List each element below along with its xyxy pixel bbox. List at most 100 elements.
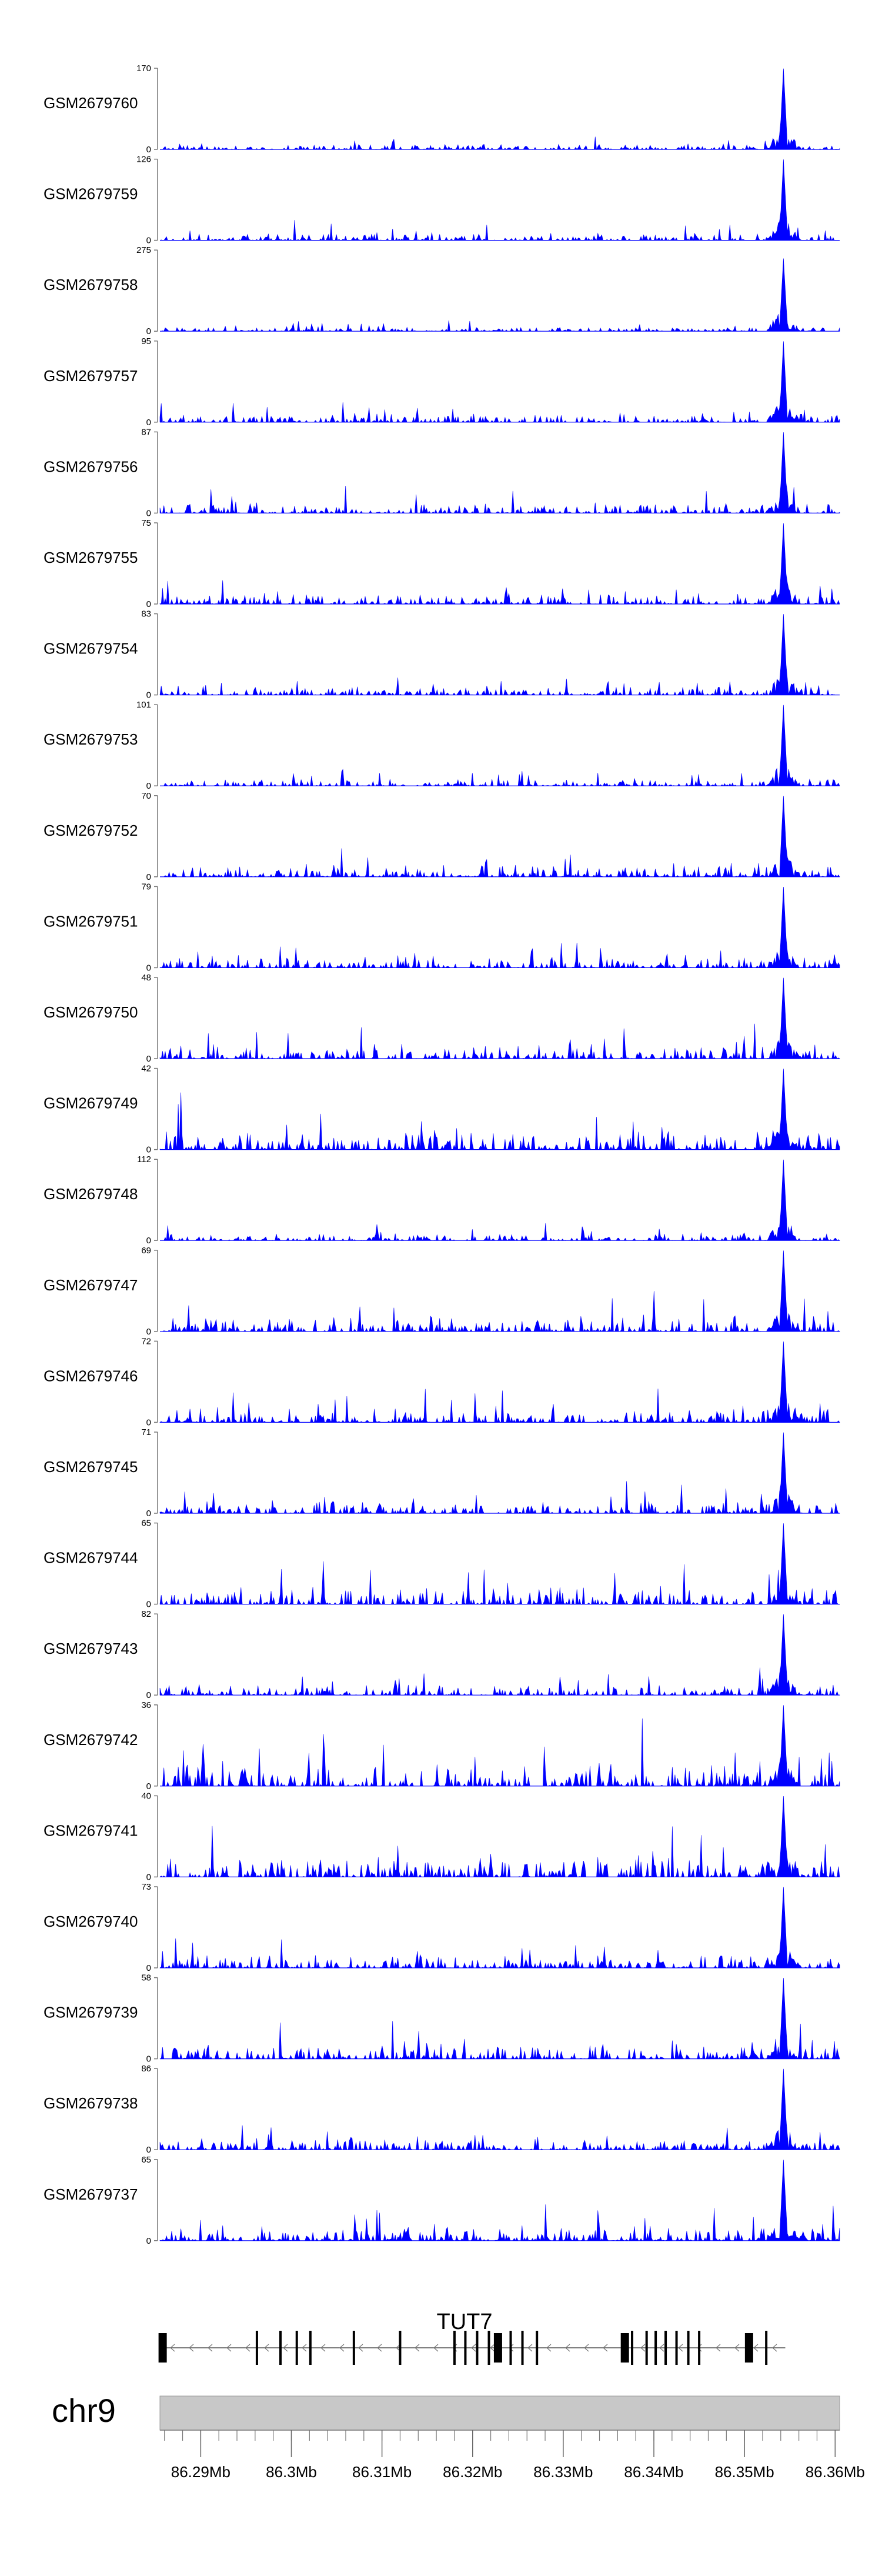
coverage-area [160, 1159, 840, 1242]
y-axis-max-label: 40 [141, 1791, 151, 1801]
strand-arrow [753, 2344, 759, 2352]
gene-exon [687, 2331, 690, 2365]
strand-arrow [339, 2344, 345, 2352]
y-axis-min-label: 0 [146, 508, 151, 518]
strand-arrow [716, 2344, 721, 2352]
track-sample-label: GSM2679757 [44, 367, 138, 385]
strand-arrow [734, 2344, 740, 2352]
track-GSM2679747: GSM2679747 69 0 [44, 1246, 841, 1337]
y-axis-max-label: 65 [141, 1519, 151, 1529]
y-axis-max-label: 101 [136, 700, 151, 710]
gene-exon [453, 2331, 456, 2365]
strand-arrow [678, 2344, 683, 2352]
track-GSM2679757: GSM2679757 95 0 [44, 336, 840, 428]
y-axis-max-label: 58 [141, 1973, 151, 1983]
strand-arrow [772, 2344, 777, 2352]
gene-exon [664, 2331, 667, 2365]
track-sample-label: GSM2679744 [44, 1549, 138, 1567]
coverage-area [159, 1614, 840, 1696]
y-axis-max-label: 71 [141, 1427, 151, 1437]
y-axis-min-label: 0 [146, 781, 151, 791]
y-axis-max-label: 70 [141, 791, 151, 801]
strand-arrow [659, 2344, 664, 2352]
coverage-area [159, 2160, 840, 2241]
y-axis-max-label: 86 [141, 2064, 151, 2074]
y-axis-min-label: 0 [146, 1054, 151, 1064]
track-sample-label: GSM2679739 [44, 2004, 138, 2021]
gene-label: TUT7 [437, 2310, 493, 2334]
coverage-area [159, 1069, 840, 1150]
gene-exon [255, 2331, 258, 2365]
gene-exon [158, 2333, 167, 2363]
strand-arrow [189, 2344, 194, 2352]
y-axis-max-label: 112 [137, 1154, 151, 1164]
gene-exon [521, 2331, 524, 2365]
y-axis-min-label: 0 [146, 1145, 151, 1155]
y-axis-min-label: 0 [146, 1236, 151, 1246]
gene-exon [279, 2331, 282, 2365]
track-GSM2679739: GSM2679739 58 0 [44, 1973, 840, 2064]
coverage-area [160, 1705, 840, 1787]
x-axis-tick-label: 86.36Mb [806, 2463, 865, 2481]
strand-arrow [320, 2344, 326, 2352]
track-sample-label: GSM2679749 [44, 1095, 138, 1112]
x-axis-tick-label: 86.34Mb [624, 2463, 683, 2481]
gene-exon [295, 2331, 298, 2365]
coverage-area [159, 1432, 840, 1514]
gene-exon [399, 2331, 402, 2365]
y-axis-max-label: 170 [136, 64, 151, 74]
coverage-area [159, 886, 840, 969]
gene-exon [654, 2331, 657, 2365]
y-axis-min-label: 0 [146, 1327, 151, 1337]
x-axis-tick-label: 86.33Mb [533, 2463, 593, 2481]
y-axis-min-label: 0 [146, 236, 151, 246]
track-sample-label: GSM2679756 [44, 458, 138, 475]
coverage-area [159, 432, 840, 514]
gene-exon [765, 2331, 768, 2365]
y-axis-max-label: 73 [141, 1882, 151, 1892]
track-sample-label: GSM2679747 [44, 1276, 138, 1294]
track-GSM2679741: GSM2679741 40 0 [44, 1791, 840, 1882]
gene-exon [536, 2331, 539, 2365]
track-GSM2679759: GSM2679759 126 0 [44, 155, 840, 246]
y-axis-max-label: 83 [141, 609, 151, 619]
track-sample-label: GSM2679743 [44, 1640, 138, 1657]
gene-exon [645, 2331, 648, 2365]
y-axis-min-label: 0 [146, 1690, 151, 1700]
y-axis-max-label: 75 [141, 518, 151, 528]
coverage-area [159, 614, 840, 696]
gene-exon [675, 2331, 678, 2365]
coverage-area [159, 1978, 840, 2060]
coverage-area [159, 1341, 840, 1423]
track-sample-label: GSM2679745 [44, 1458, 138, 1476]
track-GSM2679737: GSM2679737 65 0 [44, 2155, 840, 2246]
track-sample-label: GSM2679751 [44, 912, 138, 930]
y-axis-min-label: 0 [146, 145, 151, 155]
strand-arrow [584, 2344, 589, 2352]
track-GSM2679748: GSM2679748 112 0 [44, 1154, 840, 1246]
x-axis-tick-label: 86.32Mb [443, 2463, 502, 2481]
coverage-area [159, 977, 841, 1060]
coverage-area [159, 1796, 840, 1878]
y-axis-max-label: 42 [141, 1064, 151, 1074]
gene-exon [464, 2331, 467, 2365]
y-axis-max-label: 79 [141, 882, 151, 892]
strand-arrow [283, 2344, 288, 2352]
track-GSM2679752: GSM2679752 70 0 [44, 791, 840, 882]
strand-arrow [640, 2344, 646, 2352]
strand-arrow [546, 2344, 552, 2352]
y-axis-max-label: 65 [141, 2155, 151, 2165]
x-axis-tick-label: 86.35Mb [715, 2463, 774, 2481]
gene-exon [493, 2333, 502, 2363]
track-GSM2679740: GSM2679740 73 0 [44, 1882, 840, 1973]
y-axis-min-label: 0 [146, 2054, 151, 2064]
coverage-area [159, 159, 840, 241]
y-axis-max-label: 95 [141, 336, 151, 346]
track-sample-label: GSM2679748 [44, 1185, 138, 1203]
strand-arrow [527, 2344, 533, 2352]
gene-exon [476, 2331, 479, 2365]
y-axis-min-label: 0 [146, 963, 151, 973]
strand-arrow [471, 2344, 476, 2352]
track-sample-label: GSM2679752 [44, 822, 138, 839]
